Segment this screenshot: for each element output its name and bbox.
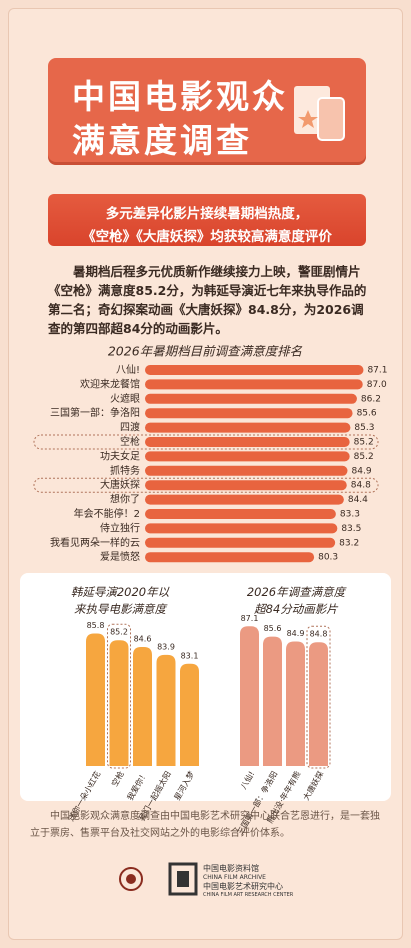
value-label: 85.3: [354, 423, 374, 433]
bar: [145, 552, 315, 563]
category-label: 欢迎来龙餐馆: [80, 377, 140, 390]
subtitle-box: 多元差异化影片接续暑期档热度， 《空枪》《大唐妖探》均获较高满意度评价: [48, 194, 366, 246]
title-line: 中国电影观众: [72, 77, 288, 116]
bar: [309, 642, 328, 766]
category-label: 我看见两朵一样的云: [50, 536, 140, 549]
category-label: 八仙!: [116, 363, 140, 376]
value-label: 86.2: [361, 394, 381, 404]
bar: [145, 465, 348, 476]
category-label: 空枪: [120, 435, 140, 448]
chart-title: 2026年暑期档目前调查满意度排名: [108, 344, 303, 359]
category-label: 大唐妖探: [301, 769, 326, 802]
bar: [240, 626, 259, 766]
bar: [109, 640, 129, 766]
bar: [286, 641, 305, 766]
value-label: 85.8: [87, 621, 105, 630]
category-label: 火遮眼: [110, 392, 140, 405]
icon: [294, 86, 345, 141]
title-line: 满意度调查: [72, 121, 252, 160]
org-name: CHINA FILM ARCHIVE: [203, 874, 266, 881]
value-label: 83.2: [339, 538, 359, 548]
bar: [145, 451, 350, 462]
bar: [145, 494, 344, 505]
category-label: 空枪: [109, 769, 126, 788]
category-label: 我爱你！: [125, 769, 150, 802]
bar: [156, 654, 176, 766]
highlight-box: [107, 623, 131, 769]
value-label: 85.2: [354, 452, 374, 462]
category-label: 抓特务: [110, 464, 140, 477]
category-label: 爱是愤怒: [100, 550, 140, 563]
bar: [86, 633, 105, 766]
bar: [145, 379, 363, 390]
highlight-box: [33, 434, 379, 450]
bar: [145, 408, 353, 419]
value-label: 83.5: [341, 524, 361, 534]
value-label: 83.1: [181, 651, 199, 660]
chart-title: 2026年调查满意度超84分动画影片: [247, 585, 348, 616]
bar: [145, 365, 364, 375]
value-label: 84.9: [287, 629, 305, 638]
org-name: 中国电影资料馆: [203, 864, 259, 873]
bar: [180, 663, 199, 766]
bar: [145, 437, 350, 447]
title-box: 中国电影观众 满意度调查: [48, 58, 366, 162]
value-label: 80.3: [318, 553, 338, 563]
value-label: 84.8: [310, 630, 328, 639]
panel: [20, 573, 391, 801]
bar: [145, 422, 351, 433]
value-label: 83.9: [157, 642, 175, 651]
bar: [263, 636, 282, 766]
subtitle-line: 《空枪》《大唐妖探》均获较高满意度评价: [82, 229, 332, 245]
value-label: 87.1: [367, 366, 387, 376]
highlight-box: [33, 477, 379, 493]
category-label: 四渡: [120, 421, 140, 434]
value-label: 85.6: [264, 624, 282, 633]
value-label: 84.8: [351, 481, 371, 491]
logo: [168, 862, 198, 896]
category-label: 年会不能停！2: [74, 507, 140, 520]
footer-note: 中国电影观众满意度调查由中国电影艺术研究中心联合艺恩进行，是一套独立于票房、售票…: [30, 811, 380, 839]
bar: [145, 509, 336, 519]
category-label: 大唐妖探: [100, 478, 140, 491]
value-label: 84.6: [134, 634, 152, 643]
bar: [133, 646, 152, 766]
bar: [145, 480, 347, 491]
value-label: 85.2: [354, 438, 374, 448]
chart-title: 韩延导演2020年以来执导电影满意度: [71, 585, 170, 616]
value-label: 87.1: [241, 614, 259, 623]
logo: [119, 867, 143, 891]
category-label: 想你了: [110, 493, 140, 506]
subtitle-line: 多元差异化影片接续暑期档热度，: [105, 206, 309, 222]
intro-text: 暑期档后程多元优质新作继续接力上映，警匪剧情片《空枪》满意度85.2分，为韩延导…: [48, 264, 367, 336]
value-label: 84.4: [348, 495, 368, 505]
category-label: 八仙!: [238, 769, 256, 791]
value-label: 85.2: [110, 628, 128, 637]
value-label: 83.3: [340, 510, 360, 520]
bar: [145, 393, 357, 404]
value-label: 87.0: [367, 380, 387, 390]
bar: [145, 523, 338, 534]
category-label: 侍立独行: [100, 521, 140, 534]
org-name: 中国电影艺术研究中心: [203, 882, 283, 891]
bar: [145, 537, 336, 548]
value-label: 85.6: [357, 409, 377, 419]
org-name: CHINA FILM ART RESEARCH CENTER: [203, 892, 294, 898]
category-label: 星河入梦: [172, 769, 197, 802]
category-label: 三国第一部：争洛阳: [50, 406, 140, 419]
value-label: 84.9: [352, 466, 372, 476]
category-label: 功夫女足: [100, 449, 140, 462]
